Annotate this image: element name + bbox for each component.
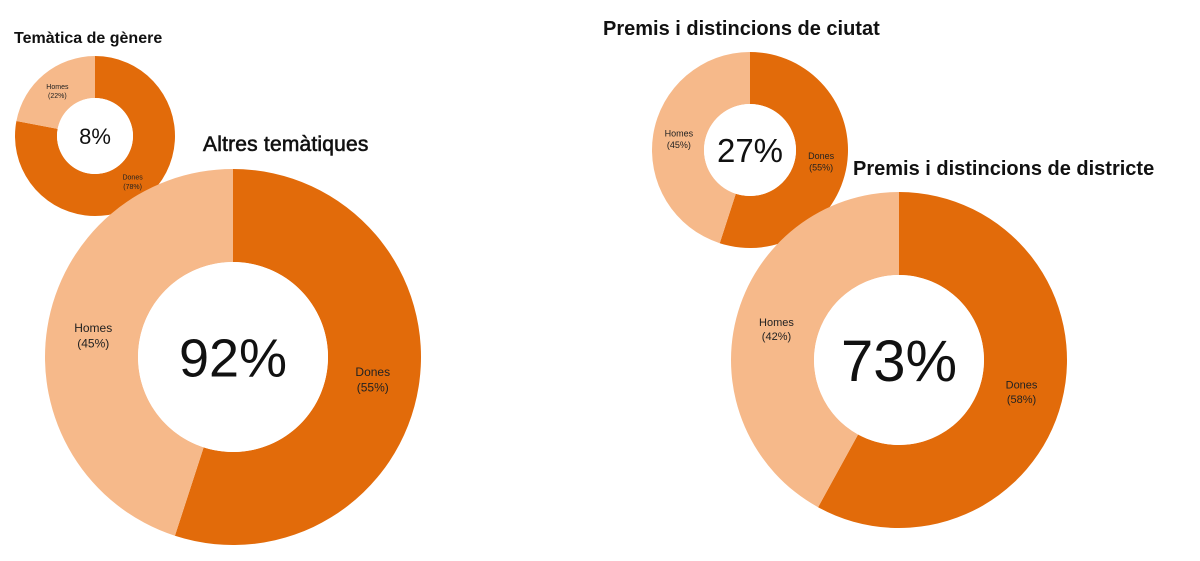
center-percentage: 27% [717,132,783,169]
slice-homes [44,169,233,536]
donut-chart-2: Dones (55%) Homes(45%) 92% [44,169,421,545]
slice-label-dones: Dones [1006,380,1038,392]
slice-homes [16,56,95,129]
slice-pct-dones: (58%) [1007,394,1036,406]
chart-title-altres-tematiques: Altres temàtiques [203,133,369,157]
chart-title-tematica-genere: Temàtica de gènere [14,30,163,47]
donut-hole [814,275,984,445]
slice-pct-dones: (78%) [123,184,142,191]
slice-pct-dones: (55%) [357,381,389,395]
donut-chart-3: Dones (55%) Homes (45%) 27% [652,52,848,248]
donut-hole [57,98,133,174]
donut-chart-4: Dones (58%) Homes (42%) 73% [730,192,1067,529]
slice-pct-homes: (45%) [667,140,691,150]
center-percentage: 8% [79,124,111,149]
slice-label-dones: Dones [122,175,143,182]
slice-homes [730,192,899,508]
slice-label-homes: Homes [46,84,69,91]
donut-hole [704,104,796,196]
slice-label-homes: Homes [665,128,694,138]
slice-label-homes: Homes [759,317,794,329]
chart-title-premis-ciutat: Premis i distincions de ciutat [603,18,880,40]
slice-pct-homes: (45%) [77,336,109,350]
chart-title-premis-districte: Premis i distincions de districte [853,158,1155,180]
donut-chart-1: Dones (78%) Homes (22%) 8% [15,56,176,217]
slice-dones [15,56,176,217]
slice-pct-dones: (55%) [809,163,833,173]
slice-dones [818,192,1067,529]
slice-pct-homes: (22%) [48,93,67,100]
slice-dones [719,52,848,248]
donut-hole [138,262,328,452]
slice-homes [652,52,750,244]
slice-label-dones: Dones [808,151,835,161]
slice-dones [174,169,421,545]
slice-label-homes: Homes [74,321,112,335]
center-percentage: 73% [841,329,957,394]
center-percentage: 92% [179,328,287,388]
slice-label-dones: Dones [355,365,390,379]
slice-pct-homes: (42%) [762,331,791,343]
